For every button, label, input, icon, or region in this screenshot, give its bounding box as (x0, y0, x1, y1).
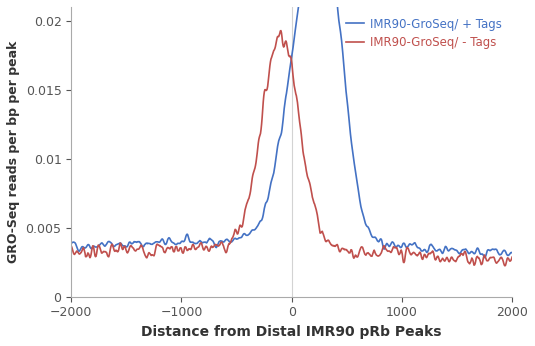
IMR90-GroSeq/ - Tags (349, 252, 356, 256)
IMR90-GroSeq/ - Tags (336, 249, 342, 253)
IMR90-GroSeq/ + Tags (509, 251, 515, 255)
IMR90-GroSeq/ + Tags (349, 149, 356, 154)
Y-axis label: GRO-Seq reads per bp per peak: GRO-Seq reads per bp per peak (7, 41, 20, 263)
IMR90-GroSeq/ - Tags (95, 243, 102, 247)
IMR90-GroSeq/ - Tags (403, 248, 409, 252)
IMR90-GroSeq/ - Tags (278, 28, 284, 33)
Line: IMR90-GroSeq/ - Tags: IMR90-GroSeq/ - Tags (71, 30, 512, 266)
IMR90-GroSeq/ - Tags (325, 238, 331, 242)
IMR90-GroSeq/ - Tags (509, 255, 515, 259)
IMR90-GroSeq/ + Tags (403, 245, 409, 249)
Line: IMR90-GroSeq/ + Tags: IMR90-GroSeq/ + Tags (71, 0, 512, 257)
IMR90-GroSeq/ + Tags (482, 255, 488, 260)
IMR90-GroSeq/ + Tags (448, 246, 455, 251)
IMR90-GroSeq/ + Tags (68, 241, 74, 245)
IMR90-GroSeq/ - Tags (68, 244, 74, 248)
X-axis label: Distance from Distal IMR90 pRb Peaks: Distance from Distal IMR90 pRb Peaks (141, 325, 442, 339)
IMR90-GroSeq/ + Tags (95, 244, 102, 248)
IMR90-GroSeq/ - Tags (448, 255, 455, 259)
Legend: IMR90-GroSeq/ + Tags, IMR90-GroSeq/ - Tags: IMR90-GroSeq/ + Tags, IMR90-GroSeq/ - Ta… (341, 13, 506, 54)
IMR90-GroSeq/ - Tags (502, 264, 508, 268)
IMR90-GroSeq/ + Tags (336, 22, 342, 26)
